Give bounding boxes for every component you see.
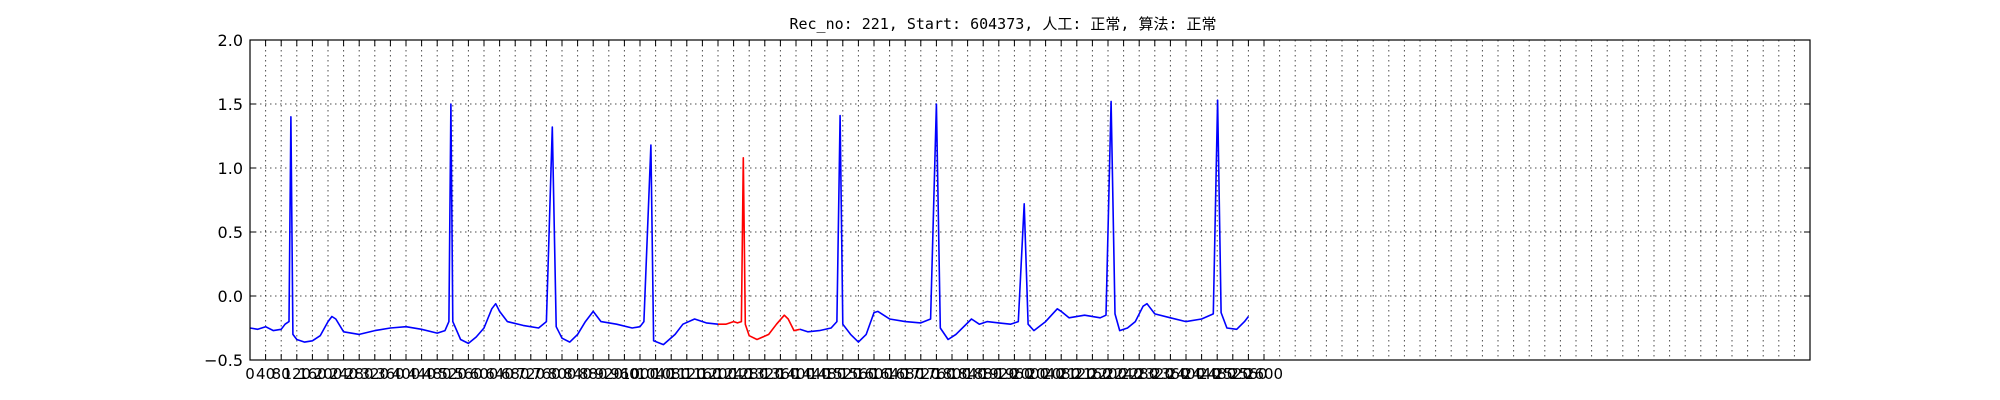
- x-tick-label: 2360: [1151, 365, 1189, 383]
- x-tick-label: 1640: [871, 365, 909, 383]
- x-tick-label: 40: [256, 365, 275, 383]
- x-tick-label: 200: [314, 365, 343, 383]
- x-tick-label: 240: [329, 365, 358, 383]
- y-tick-label: −0.5: [204, 351, 243, 370]
- x-tick-label: 560: [454, 365, 483, 383]
- x-tick-label: 1720: [902, 365, 940, 383]
- x-tick-label: 2440: [1183, 365, 1221, 383]
- x-tick-label: 1520: [824, 365, 862, 383]
- x-tick-label: 2040: [1027, 365, 1065, 383]
- ecg-series-line: [718, 157, 801, 341]
- x-tick-label: 1280: [730, 365, 768, 383]
- x-tick-label: 960: [610, 365, 639, 383]
- ecg-series: [249, 99, 1250, 346]
- y-tick-label: 1.0: [218, 159, 243, 178]
- x-tick-label: 680: [501, 365, 530, 383]
- x-tick-label: 1000: [621, 365, 659, 383]
- x-tick-label: 280: [345, 365, 374, 383]
- x-tick-label: 1680: [886, 365, 924, 383]
- x-tick-label: 2240: [1105, 365, 1143, 383]
- x-tick-label: 2080: [1042, 365, 1080, 383]
- y-tick-label: 1.5: [218, 95, 243, 114]
- x-tick-label: 840: [563, 365, 592, 383]
- x-tick-label: 320: [360, 365, 389, 383]
- x-tick-label: 1360: [761, 365, 799, 383]
- x-tick-label: 160: [298, 365, 327, 383]
- x-tick-label: 1880: [964, 365, 1002, 383]
- x-tick-label: 120: [282, 365, 311, 383]
- x-tick-label: 1200: [699, 365, 737, 383]
- x-tick-label: 600: [470, 365, 499, 383]
- axes: −0.5 0.0 0.5 1.0 1.5 2.0 0 40801201602002402803…: [204, 31, 1810, 383]
- x-tick-label: 360: [376, 365, 405, 383]
- ecg-series-line: [249, 103, 719, 346]
- x-tick-label: 1080: [652, 365, 690, 383]
- x-tick-label: 2200: [1089, 365, 1127, 383]
- x-tick-label: 1560: [839, 365, 877, 383]
- x-tick-label: 400: [392, 365, 421, 383]
- x-tick-label: 2480: [1198, 365, 1236, 383]
- x-tick-label: 1240: [715, 365, 753, 383]
- x-tick-label: 1600: [855, 365, 893, 383]
- x-tick-label: 1920: [980, 365, 1018, 383]
- x-tick-label: 520: [438, 365, 467, 383]
- x-tick-label: 760: [532, 365, 561, 383]
- x-tick-label: 720: [516, 365, 545, 383]
- x-tick-label: 1480: [808, 365, 846, 383]
- x-tick-label: 440: [407, 365, 436, 383]
- x-tick-label: 2320: [1136, 365, 1174, 383]
- x-tick-label: 480: [423, 365, 452, 383]
- x-tick-label: 2400: [1167, 365, 1205, 383]
- ecg-series-line: [799, 99, 1250, 343]
- x-tick-label: 1400: [777, 365, 815, 383]
- x-tick-label: 1040: [637, 365, 675, 383]
- x-tick-label: 1440: [793, 365, 831, 383]
- x-tick-label: 1840: [949, 365, 987, 383]
- x-tick-label: 2000: [1011, 365, 1049, 383]
- x-tick-label: 1960: [995, 365, 1033, 383]
- x-tick-label: 2120: [1058, 365, 1096, 383]
- x-tick-label: 0: [245, 365, 255, 383]
- x-tick-label: 80: [272, 365, 291, 383]
- x-tick-label: 1120: [668, 365, 706, 383]
- x-tick-label: 640: [485, 365, 514, 383]
- x-tick-label: 1160: [683, 365, 721, 383]
- x-tick-label: 2280: [1120, 365, 1158, 383]
- y-tick-label: 0.5: [218, 223, 243, 242]
- x-tick-label: 800: [548, 365, 577, 383]
- x-tick-label: 1760: [917, 365, 955, 383]
- x-tick-label: 2520: [1214, 365, 1252, 383]
- x-tick-label: 1320: [746, 365, 784, 383]
- chart-title: Rec_no: 221, Start: 604373, 人工: 正常, 算法: …: [789, 15, 1216, 33]
- x-tick-label: 2600: [1245, 365, 1283, 383]
- x-tick-label: 880: [579, 365, 608, 383]
- plot-frame: [249, 39, 1811, 361]
- x-tick-label: 1800: [933, 365, 971, 383]
- x-tick-label: 2560: [1229, 365, 1267, 383]
- y-tick-label: 2.0: [218, 31, 243, 50]
- y-tick-label: 0.0: [218, 287, 243, 306]
- x-tick-label: 920: [594, 365, 623, 383]
- x-tick-label: 2160: [1073, 365, 1111, 383]
- grid-lines: [249, 39, 1811, 361]
